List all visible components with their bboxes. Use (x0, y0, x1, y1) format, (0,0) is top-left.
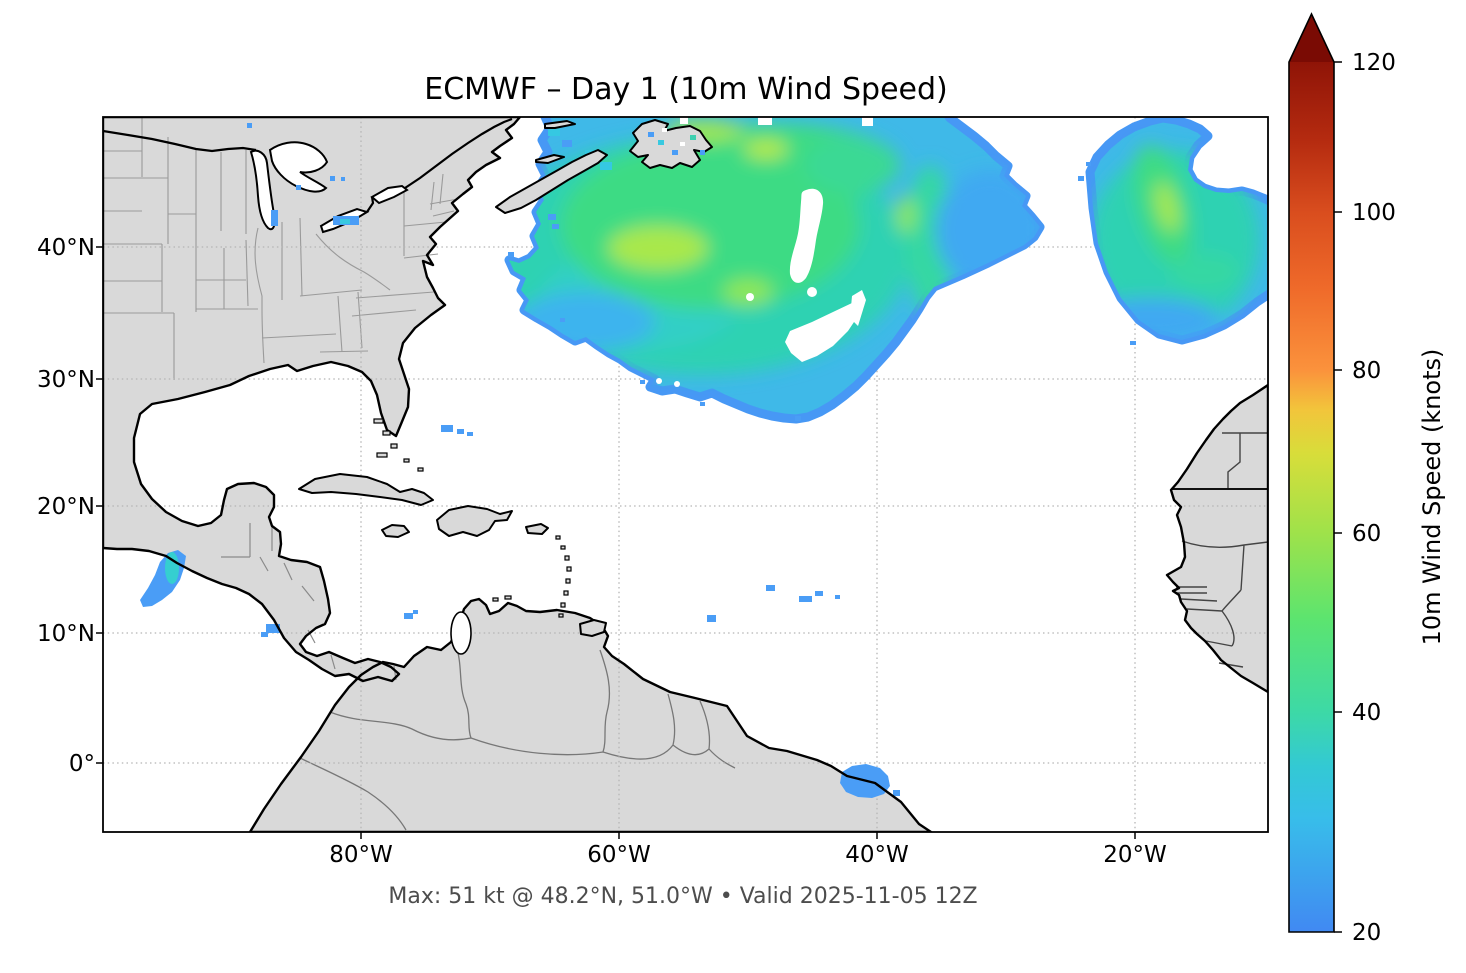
cbar-tick-60: 60 (1352, 521, 1381, 547)
prince-edward-island (535, 154, 565, 164)
figure-title: ECMWF – Day 1 (10m Wind Speed) (424, 72, 948, 107)
hispaniola (436, 505, 513, 537)
cbar-tick-80: 80 (1352, 358, 1381, 384)
cbar-tick-40: 40 (1352, 700, 1381, 726)
colorbar-ticks (1334, 61, 1342, 933)
cuba (298, 473, 434, 506)
cbar-tick-120: 120 (1352, 50, 1396, 76)
us-state-borders (103, 117, 459, 380)
figure-caption: Max: 51 kt @ 48.2°N, 51.0°W • Valid 2025… (388, 884, 977, 909)
wind-field (140, 117, 1272, 798)
puerto-rico (525, 523, 549, 535)
colorbar: 20 40 60 80 100 120 10m Wind Speed (knot… (1288, 12, 1446, 946)
great-lakes (249, 141, 409, 234)
y-tick-20n: 20°N (37, 494, 95, 520)
y-tick-30n: 30°N (37, 367, 95, 393)
map-area (103, 117, 1272, 832)
colorbar-outline (1288, 12, 1335, 933)
africa-borders (1176, 432, 1268, 668)
small-islands (373, 418, 572, 618)
cbar-tick-20: 20 (1352, 920, 1381, 946)
y-tick-10n: 10°N (37, 621, 95, 647)
y-tick-40n: 40°N (37, 235, 95, 261)
lake-michigan (249, 149, 276, 231)
calm-holes (656, 117, 873, 387)
lake-huron (268, 141, 329, 193)
axis-ticks (96, 246, 1136, 839)
x-tick-80w: 80°W (329, 842, 393, 868)
anticosti (544, 120, 576, 129)
cbar-tick-100: 100 (1352, 200, 1396, 226)
colorbar-gradient (1289, 62, 1334, 932)
axes-frame (102, 116, 1269, 833)
land-wind-specks (247, 123, 705, 226)
x-tick-40w: 40°W (845, 842, 909, 868)
y-tick-0: 0° (69, 751, 95, 777)
x-tick-60w: 60°W (587, 842, 651, 868)
lake-ontario (370, 184, 409, 205)
south-america-borders (299, 645, 736, 831)
canada-border (103, 117, 513, 213)
colorbar-label: 10m Wind Speed (knots) (1418, 349, 1446, 646)
lake-maracaibo (450, 611, 472, 655)
colorbar-over-arrow (1289, 14, 1334, 62)
nova-scotia (495, 149, 608, 214)
x-tick-20w: 20°W (1103, 842, 1167, 868)
trinidad (579, 619, 607, 637)
jamaica (381, 524, 410, 538)
central-america-borders (221, 523, 397, 681)
